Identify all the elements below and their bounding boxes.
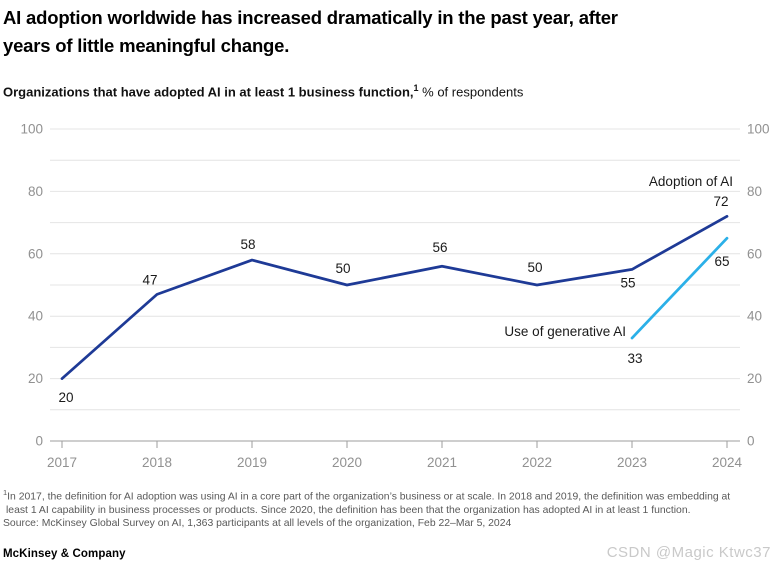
data-label: 72 — [713, 194, 728, 209]
data-label: 20 — [58, 390, 73, 405]
x-axis-label: 2022 — [522, 455, 552, 470]
data-label: 50 — [335, 261, 350, 276]
footnote-text-1: In 2017, the definition for AI adoption … — [7, 491, 731, 503]
x-axis-label: 2020 — [332, 455, 362, 470]
footnote-marker: 1 — [3, 488, 8, 497]
data-label: 56 — [432, 240, 447, 255]
y-axis-label-right: 80 — [747, 184, 762, 199]
y-axis-label-right: 40 — [747, 309, 762, 324]
y-axis-label-left: 20 — [28, 371, 43, 386]
page-title-line1: AI adoption worldwide has increased dram… — [3, 7, 618, 28]
data-label: 58 — [240, 237, 255, 252]
data-label: 55 — [620, 275, 635, 290]
y-axis-label-left: 40 — [28, 309, 43, 324]
series-line-1 — [630, 236, 729, 340]
page-title-line2: years of little meaningful change. — [3, 35, 290, 56]
series-line-0 — [60, 214, 729, 380]
page-title: AI adoption worldwide has increased dram… — [3, 4, 771, 60]
data-label: 50 — [527, 260, 542, 275]
y-axis-label-left: 100 — [20, 122, 43, 137]
y-axis-label-right: 100 — [747, 122, 770, 137]
chart-subtitle-footnote-marker: 1 — [413, 83, 419, 93]
mckinsey-logo: McKinsey & Company — [3, 548, 126, 560]
data-label: 47 — [142, 272, 157, 287]
chart-subtitle-bold: Organizations that have adopted AI in at… — [3, 84, 414, 100]
y-axis-label-left: 60 — [28, 246, 43, 261]
footnote-line-2: least 1 AI capability in business proces… — [6, 504, 691, 516]
chart-subtitle-units: % of respondents — [418, 84, 524, 100]
x-axis-label: 2023 — [617, 455, 647, 470]
x-axis-label: 2021 — [427, 455, 457, 470]
chart-footnote: 1In 2017, the definition for AI adoption… — [3, 486, 775, 530]
x-axis-label: 2017 — [47, 455, 77, 470]
y-axis-label-left: 0 — [35, 434, 43, 449]
series-label-1: Use of generative AI — [504, 324, 626, 339]
y-axis-label-right: 60 — [747, 246, 762, 261]
x-axis-label: 2024 — [712, 455, 743, 470]
x-axis-label: 2018 — [142, 455, 172, 470]
chart-subtitle: Organizations that have adopted AI in at… — [3, 80, 771, 100]
data-label: 65 — [714, 254, 729, 269]
y-axis-label-right: 20 — [747, 371, 762, 386]
footnote-line-1: 1In 2017, the definition for AI adoption… — [3, 486, 775, 504]
source-line: Source: McKinsey Global Survey on AI, 1,… — [3, 517, 512, 529]
x-axis-label: 2019 — [237, 455, 267, 470]
data-label: 33 — [627, 351, 642, 366]
y-axis-label-left: 80 — [28, 184, 43, 199]
series-label-0: Adoption of AI — [649, 174, 733, 189]
watermark: CSDN @Magic Ktwc37 — [606, 544, 771, 561]
y-axis-label-right: 0 — [747, 434, 755, 449]
